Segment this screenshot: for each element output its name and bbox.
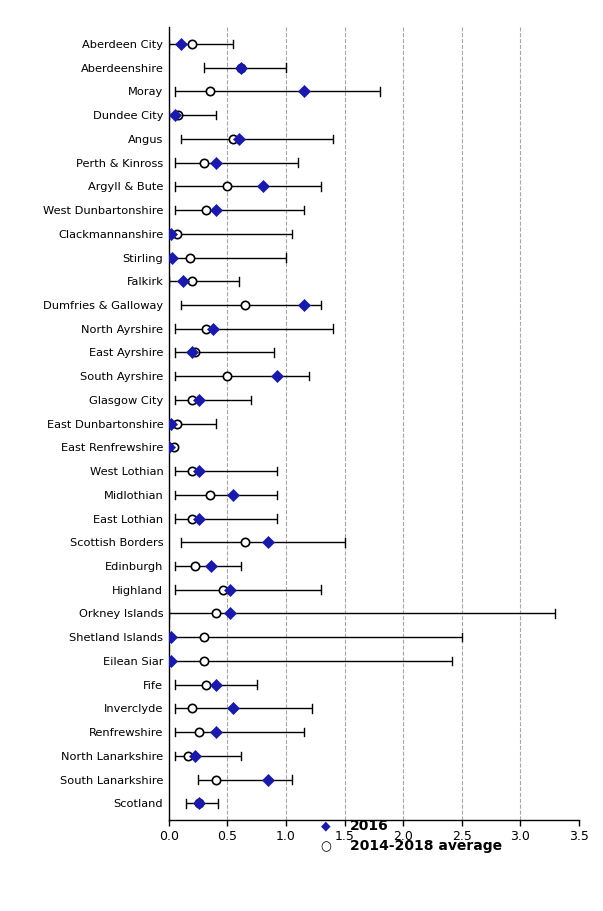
Text: 2016: 2016 — [350, 819, 388, 834]
Text: ◆: ◆ — [321, 820, 330, 833]
Text: ○: ○ — [320, 840, 331, 853]
Text: 2014-2018 average: 2014-2018 average — [350, 839, 502, 854]
